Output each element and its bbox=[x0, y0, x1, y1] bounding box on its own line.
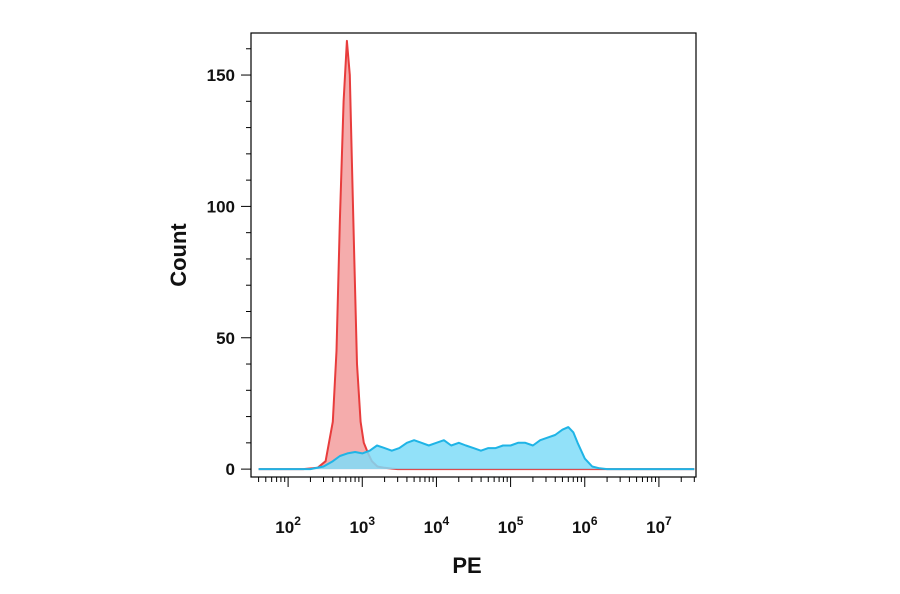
y-axis-ticks bbox=[241, 48, 251, 470]
series-2-outline bbox=[258, 426, 695, 471]
x-tick-label: 107 bbox=[646, 514, 672, 537]
series-2-area bbox=[258, 427, 695, 470]
y-tick-label: 150 bbox=[207, 66, 235, 85]
x-tick-label: 103 bbox=[349, 514, 375, 537]
series-1-area bbox=[258, 40, 695, 470]
series-1-outline bbox=[258, 39, 695, 471]
y-axis-tick-labels: 0 50 100 150 bbox=[207, 66, 235, 479]
series-layer bbox=[258, 39, 695, 471]
y-tick-label: 0 bbox=[226, 460, 235, 479]
x-axis-tick-labels: 102 103 104 105 106 107 bbox=[275, 514, 672, 537]
y-tick-label: 50 bbox=[216, 329, 235, 348]
y-tick-label: 100 bbox=[207, 197, 235, 216]
x-axis-ticks bbox=[258, 477, 695, 487]
x-axis-title: PE bbox=[452, 553, 481, 578]
x-tick-label: 104 bbox=[424, 514, 450, 537]
plot-frame bbox=[250, 32, 697, 478]
x-tick-label: 105 bbox=[498, 514, 524, 537]
x-tick-label: 102 bbox=[275, 514, 301, 537]
y-axis-title: Count bbox=[166, 223, 191, 287]
x-tick-label: 106 bbox=[572, 514, 598, 537]
